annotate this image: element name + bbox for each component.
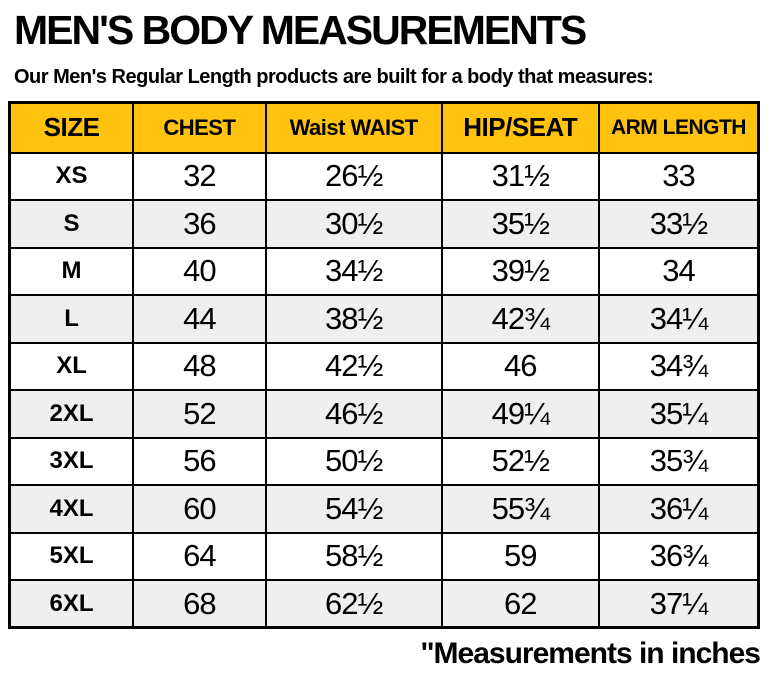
measurement-cell: 26½: [264, 151, 443, 202]
measurement-cell: 49¼: [440, 389, 600, 439]
measurement-cell: 31½: [440, 151, 600, 202]
measurement-cell: 35¾: [597, 436, 760, 487]
measurement-cell: 37¼: [597, 579, 760, 629]
measurement-cell: 62½: [264, 579, 443, 629]
measurement-cell: 44: [132, 294, 267, 344]
measurement-cell: 55¾: [440, 484, 600, 534]
measurement-cell: 36¾: [597, 531, 760, 582]
measurement-cell: 54½: [264, 484, 443, 534]
measurement-cell: 30½: [264, 199, 443, 249]
size-cell: XL: [8, 341, 135, 392]
measurement-cell: 50½: [264, 436, 443, 487]
measurement-cell: 56: [132, 436, 267, 487]
measurement-cell: 40: [132, 246, 267, 297]
table-row: 3XL 56 50½ 52½ 35¾: [8, 436, 760, 487]
measurement-cell: 33½: [597, 199, 760, 249]
measurement-cell: 64: [132, 531, 267, 582]
column-header-size: SIZE: [8, 101, 135, 154]
table-body: XS 32 26½ 31½ 33 S 36 30½ 35½ 33½ M 40 34½ 39½ 34 L 44 38…: [8, 151, 760, 629]
measurement-cell: 59: [440, 531, 600, 582]
column-header-arm-length: ARM LENGTH: [597, 101, 760, 154]
column-header-hip-seat: HIP/SEAT: [440, 101, 600, 154]
measurement-cell: 36: [132, 199, 267, 249]
measurement-cell: 34: [597, 246, 760, 297]
table-row: 2XL 52 46½ 49¼ 35¼: [8, 389, 760, 439]
table-row: XL 48 42½ 46 34¾: [8, 341, 760, 392]
size-cell: 2XL: [8, 389, 135, 439]
measurement-cell: 52½: [440, 436, 600, 487]
measurement-cell: 33: [597, 151, 760, 202]
measurement-cell: 48: [132, 341, 267, 392]
measurement-cell: 32: [132, 151, 267, 202]
column-header-chest: CHEST: [132, 101, 267, 154]
size-cell: 6XL: [8, 579, 135, 629]
measurement-cell: 35¼: [597, 389, 760, 439]
size-cell: 5XL: [8, 531, 135, 582]
table-row: 4XL 60 54½ 55¾ 36¼: [8, 484, 760, 534]
footnote: "Measurements in inches: [420, 637, 761, 671]
size-cell: 3XL: [8, 436, 135, 487]
size-cell: M: [8, 246, 135, 297]
measurement-cell: 42½: [264, 341, 443, 392]
measurement-cell: 34¾: [597, 341, 760, 392]
page-subtitle: Our Men's Regular Length products are bu…: [14, 66, 654, 89]
size-cell: 4XL: [8, 484, 135, 534]
measurement-cell: 58½: [264, 531, 443, 582]
size-cell: S: [8, 199, 135, 249]
table-row: 5XL 64 58½ 59 36¾: [8, 531, 760, 582]
measurement-cell: 46½: [264, 389, 443, 439]
measurement-cell: 42¾: [440, 294, 600, 344]
table-header-row: SIZE CHEST Waist WAIST HIP/SEAT ARM LENG…: [8, 101, 760, 154]
measurement-cell: 39½: [440, 246, 600, 297]
table-row: L 44 38½ 42¾ 34¼: [8, 294, 760, 344]
measurement-cell: 34¼: [597, 294, 760, 344]
table-row: M 40 34½ 39½ 34: [8, 246, 760, 297]
table-row: 6XL 68 62½ 62 37¼: [8, 579, 760, 629]
measurements-table: SIZE CHEST Waist WAIST HIP/SEAT ARM LENG…: [8, 101, 760, 630]
table-row: XS 32 26½ 31½ 33: [8, 151, 760, 202]
measurement-cell: 62: [440, 579, 600, 629]
measurement-cell: 34½: [264, 246, 443, 297]
size-cell: XS: [8, 151, 135, 202]
measurement-cell: 60: [132, 484, 267, 534]
measurement-cell: 35½: [440, 199, 600, 249]
column-header-waist: Waist WAIST: [264, 101, 443, 154]
measurement-cell: 36¼: [597, 484, 760, 534]
table-row: S 36 30½ 35½ 33½: [8, 199, 760, 249]
page-title: MEN'S BODY MEASUREMENTS: [14, 7, 587, 53]
measurement-cell: 38½: [264, 294, 443, 344]
measurement-cell: 52: [132, 389, 267, 439]
measurement-cell: 68: [132, 579, 267, 629]
measurement-cell: 46: [440, 341, 600, 392]
size-cell: L: [8, 294, 135, 344]
